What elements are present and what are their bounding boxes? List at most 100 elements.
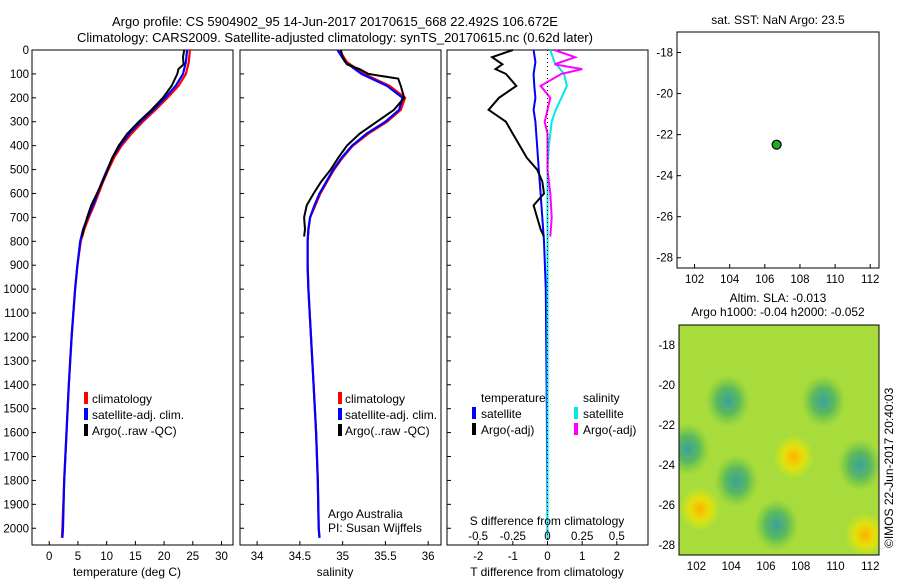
lat-tick-label: -18 (656, 48, 673, 60)
difference-series: -2 -1 0 1 2 -0.5 -0.25 0 0.25 0.5 (468, 49, 625, 563)
depth-tick-label: 300 (10, 117, 29, 129)
sla-low-anomaly (837, 439, 879, 491)
depth-tick-label: 100 (10, 69, 29, 81)
sst-map-area (676, 31, 880, 269)
x-tick-label: 35 (336, 551, 349, 563)
depth-tick-label: 200 (10, 93, 29, 105)
depth-tick-label: 0 (23, 45, 29, 57)
legend-swatch-satellite (84, 408, 88, 420)
lon-tick-label: 112 (861, 561, 879, 573)
depth-tick-label: 1200 (3, 332, 29, 344)
lat-tick-label: -20 (658, 380, 675, 392)
depth-tick-label: 1100 (4, 308, 29, 320)
imos-stamp: ©IMOS 22-Jun-2017 20:40:03 (882, 387, 896, 548)
depth-tick-label: 500 (10, 165, 29, 177)
x-tick-label: -2 (473, 551, 483, 563)
sla-map-marks (679, 375, 879, 555)
sla-title-line-2: Argo h1000: -0.04 h2000: -0.052 (691, 305, 865, 319)
x-tick-label: 2 (614, 551, 620, 563)
sla-title-line-1: Altim. SLA: -0.013 (730, 291, 827, 305)
lon-tick-label: 102 (685, 274, 704, 286)
depth-tick-label: 1700 (3, 452, 29, 464)
depth-tick-label: 400 (10, 141, 29, 153)
argo-position-marker (771, 139, 782, 150)
series-line-salinity-argo-adj- (539, 49, 583, 237)
lon-tick-label: 108 (790, 274, 809, 286)
legend-title-temperature: temperature (481, 391, 546, 405)
depth-tick-label: 1000 (3, 284, 29, 296)
s-tick-label: 0.5 (609, 531, 625, 543)
legend-label-satellite: satellite-adj. clim. (92, 408, 184, 422)
legend-swatch-climatology (84, 392, 88, 404)
credit-line-2: PI: Susan Wijffels (328, 521, 422, 535)
legend-swatch-s-argo (574, 423, 578, 435)
sla-map-frame (678, 324, 880, 556)
temperature-axis-label: temperature (deg C) (73, 565, 181, 579)
series-line-satellite-adj-clim- (61, 49, 189, 538)
lon-tick-label: 106 (755, 274, 774, 286)
depth-tick-label: 1400 (3, 380, 29, 392)
legend-swatch-climatology (338, 392, 342, 404)
salinity-legend: climatology satellite-adj. clim. Argo(..… (338, 392, 437, 438)
legend-label-t-argo: Argo(-adj) (481, 423, 534, 437)
legend-swatch-s-satellite (574, 407, 578, 419)
x-tick-label: -1 (508, 551, 518, 563)
lon-tick-label: 106 (756, 561, 775, 573)
sla-low-anomaly (714, 455, 759, 507)
x-tick-label: 20 (158, 551, 171, 563)
credit-line-1: Argo Australia (328, 507, 403, 521)
lat-tick-label: -18 (658, 340, 675, 352)
s-tick-label: -0.5 (468, 531, 488, 543)
x-tick-label: 25 (186, 551, 199, 563)
legend-swatch-t-satellite (472, 407, 476, 419)
x-tick-label: 34.5 (289, 551, 311, 563)
legend-label-climatology: climatology (92, 392, 152, 406)
s-tick-label: 0.25 (571, 531, 593, 543)
title-line-2: Climatology: CARS2009. Satellite-adjuste… (77, 30, 593, 45)
lon-tick-label: 108 (791, 561, 810, 573)
legend-label-climatology: climatology (345, 392, 405, 406)
lat-tick-label: -24 (656, 171, 673, 183)
salinity-series: 34 34.5 35 35.5 36 (251, 49, 435, 563)
depth-tick-label: 1800 (3, 475, 29, 487)
x-tick-label: 5 (75, 551, 81, 563)
depth-tick-label: 1600 (3, 428, 29, 440)
legend-title-salinity: salinity (583, 391, 620, 405)
sla-low-anomaly (705, 375, 750, 427)
series-line-satellite-adj-clim- (306, 49, 404, 538)
x-tick-label: 0 (46, 551, 52, 563)
sla-low-anomaly (754, 499, 799, 551)
depth-tick-label: 900 (10, 260, 29, 272)
lat-tick-label: -20 (656, 89, 673, 101)
series-line-temperature-satellite (532, 49, 549, 538)
sla-high-anomaly (845, 513, 879, 555)
temperature-series: 0 5 10 15 20 25 30 (46, 49, 228, 563)
x-tick-label: 36 (422, 551, 435, 563)
x-tick-label: 34 (251, 551, 264, 563)
lat-tick-label: -26 (656, 212, 673, 224)
legend-label-t-satellite: satellite (481, 407, 522, 421)
series-line-climatology (306, 49, 407, 538)
x-tick-label: 35.5 (374, 551, 396, 563)
temperature-legend: climatology satellite-adj. clim. Argo(..… (84, 392, 184, 438)
legend-label-satellite: satellite-adj. clim. (345, 408, 437, 422)
lon-tick-label: 112 (861, 274, 879, 286)
legend-swatch-argo (338, 424, 342, 436)
sst-map-marks: 102 104 106 108 110 112 -18 -20 -22 -24 -26 -28 (656, 48, 879, 286)
s-tick-label: -0.25 (500, 531, 526, 543)
lon-tick-label: 104 (722, 561, 742, 573)
lat-tick-label: -24 (658, 460, 675, 472)
lat-tick-label: -26 (658, 500, 675, 512)
sst-map-title: sat. SST: NaN Argo: 23.5 (711, 13, 845, 27)
title-line-1: Argo profile: CS 5904902_95 14-Jun-2017 … (112, 14, 558, 29)
lon-tick-label: 110 (826, 561, 844, 573)
x-tick-label: 0 (544, 551, 550, 563)
series-line-argo-raw-qc- (81, 49, 186, 237)
x-tick-label: 1 (579, 551, 585, 563)
salinity-plot-area (239, 49, 442, 546)
lat-tick-label: -22 (656, 130, 673, 142)
sla-high-anomaly (773, 435, 814, 479)
legend-label-s-satellite: satellite (583, 407, 624, 421)
x-tick-label: 30 (215, 551, 228, 563)
